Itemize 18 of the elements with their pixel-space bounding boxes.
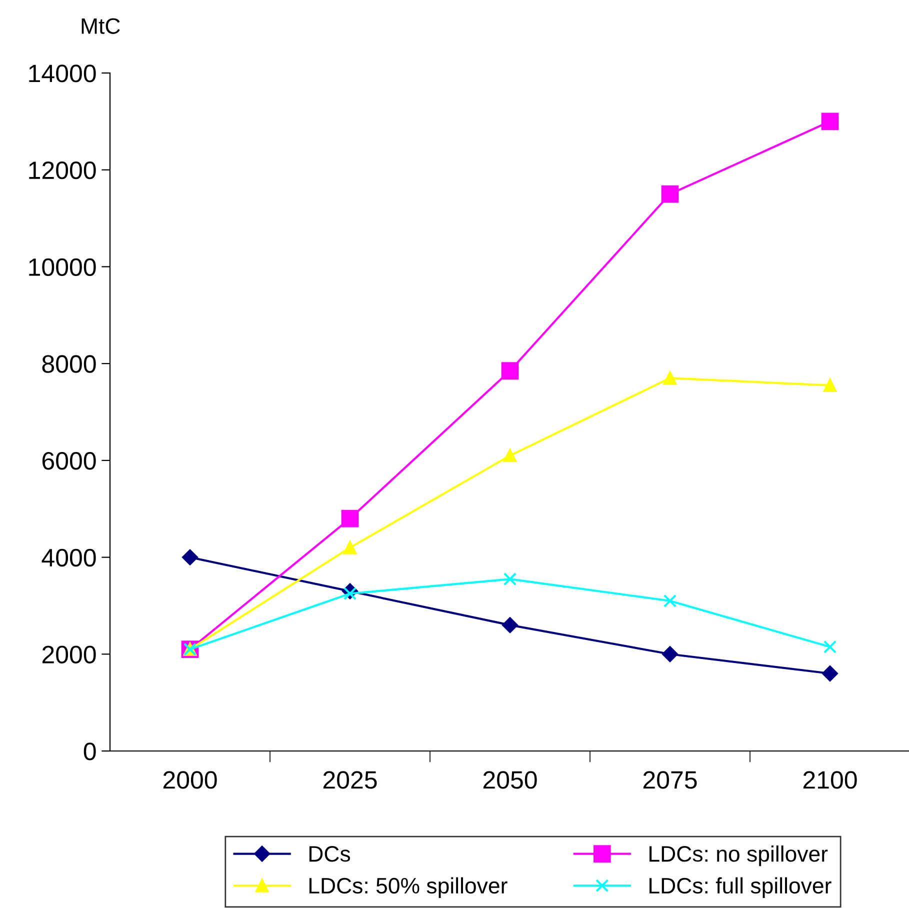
legend-label: LDCs: full spillover bbox=[650, 877, 832, 898]
y-tick-label: 6000 bbox=[42, 452, 96, 470]
y-tick-label: 8000 bbox=[42, 355, 96, 373]
legend-label: LDCs: 50% spillover bbox=[309, 877, 508, 898]
y-tick-label: 10000 bbox=[29, 258, 96, 276]
y-tick-label: 12000 bbox=[29, 161, 96, 180]
y-tick-label: 14000 bbox=[29, 64, 96, 82]
legend-label: DCs bbox=[309, 846, 350, 862]
y-tick-label: 0 bbox=[84, 742, 96, 760]
legend-label: LDCs: no spillover bbox=[650, 845, 828, 866]
x-tick-label: 2025 bbox=[323, 771, 377, 789]
y-axis-title: MtC bbox=[82, 18, 120, 34]
x-tick-label: 2000 bbox=[163, 771, 217, 789]
x-tick-label: 2050 bbox=[483, 771, 537, 789]
x-tick-label: 2075 bbox=[643, 771, 697, 789]
y-tick-label: 4000 bbox=[42, 548, 96, 567]
y-tick-label: 2000 bbox=[42, 646, 96, 664]
x-tick-label: 2100 bbox=[803, 771, 857, 789]
